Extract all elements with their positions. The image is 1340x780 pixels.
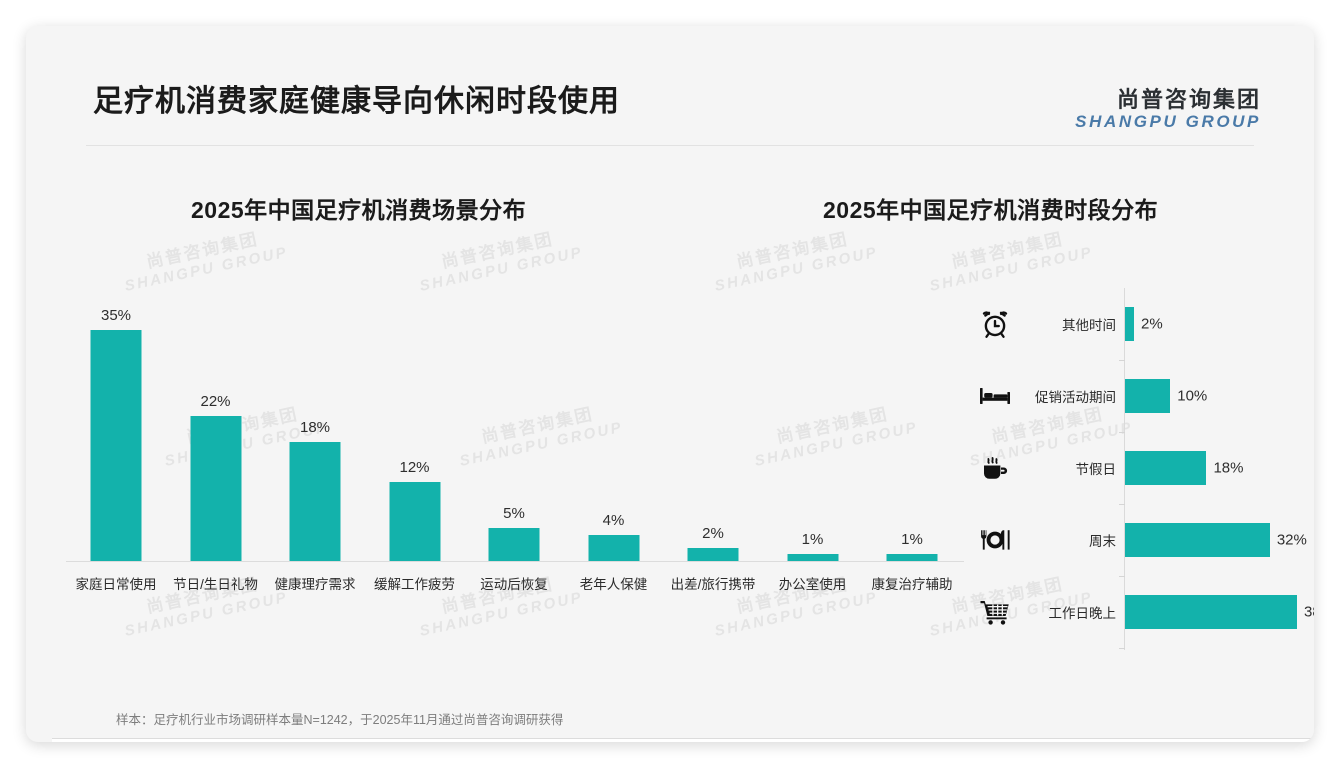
bar-column: 18% 健康理疗需求 — [265, 276, 365, 592]
bar-category-label: 缓解工作疲劳 — [374, 577, 455, 592]
bar-category-label: 老年人保健 — [579, 577, 648, 592]
bar — [1125, 523, 1270, 557]
bar — [886, 554, 938, 561]
right-chart-title: 2025年中国足疗机消费时段分布 — [823, 197, 1159, 223]
alarm-clock-icon — [978, 307, 1012, 341]
bar-value-label: 1% — [901, 531, 923, 549]
bar-category-label: 办公室使用 — [778, 577, 847, 592]
dinner-plate-icon — [978, 523, 1012, 557]
bar-column: 5% 运动后恢复 — [464, 276, 564, 592]
page-title: 足疗机消费家庭健康导向休闲时段使用 — [93, 85, 620, 118]
bar-column: 4% 老年人保健 — [564, 276, 664, 592]
bar — [90, 329, 142, 561]
time-period-row: 工作日晚上 38% — [964, 576, 1314, 648]
bar — [389, 481, 440, 561]
bar-category-label: 节假日 — [1075, 462, 1117, 477]
bar-column: 1% 康复治疗辅助 — [862, 276, 962, 592]
axis-tick — [1119, 576, 1125, 577]
time-period-row: 其他时间 2% — [964, 288, 1304, 360]
bar — [1125, 595, 1297, 629]
infographic-card: 尚普咨询集团 SHANGPU GROUP 尚普咨询集团 SHANGPU GROUP 尚普… — [26, 26, 1314, 742]
bar-value-label: 32% — [1276, 531, 1307, 549]
footer: ©2026.1 SHANGPU GROUP www.shangpu-china.… — [52, 739, 1314, 742]
bar-category-label: 运动后恢复 — [480, 577, 548, 592]
bar-value-label: 12% — [399, 458, 430, 476]
bar-value-label: 22% — [200, 392, 231, 410]
time-period-distribution-bar-chart: 其他时间 2% 促销活动期间 10% 节假日 18% 周末 32% 工作日晚上 38% — [964, 288, 1314, 650]
axis-tick — [1119, 648, 1125, 649]
brand-name-en: SHANGPU GROUP — [1075, 111, 1261, 131]
bar-value-label: 2% — [702, 524, 724, 542]
bar — [289, 442, 341, 561]
watermark-cn: 尚普咨询集团 — [439, 229, 556, 272]
bar-column: 2% 出差/旅行携带 — [663, 276, 763, 592]
time-period-row: 促销活动期间 10% — [964, 360, 1304, 432]
bar-value-label: 1% — [801, 531, 824, 549]
bar-value-label: 10% — [1177, 387, 1208, 405]
brand-name-cn: 尚普咨询集团 — [1116, 87, 1261, 112]
footer-divider — [52, 738, 1314, 739]
shopping-cart-icon — [978, 595, 1012, 629]
bar-column: 1% 办公室使用 — [763, 276, 863, 592]
left-chart-title: 2025年中国足疗机消费场景分布 — [191, 197, 527, 223]
hot-beverage-icon — [978, 451, 1012, 485]
bar-value-label: 38% — [1304, 603, 1314, 621]
bar-category-label: 工作日晚上 — [1048, 606, 1117, 621]
brand-logo: 尚普咨询集团 SHANGPU GROUP — [1075, 88, 1261, 131]
bar-category-label: 其他时间 — [1062, 318, 1116, 333]
bar — [1125, 379, 1171, 413]
bar — [190, 415, 241, 561]
bar — [588, 534, 639, 561]
bar-value-label: 2% — [1141, 315, 1163, 333]
watermark-cn: 尚普咨询集团 — [144, 229, 261, 272]
bar-category-label: 健康理疗需求 — [274, 577, 356, 592]
bar-column: 22% 节日/生日礼物 — [166, 276, 266, 592]
bar-column: 12% 缓解工作疲劳 — [365, 276, 465, 592]
bar — [687, 547, 739, 561]
axis-tick — [1119, 360, 1125, 361]
bar — [488, 527, 540, 561]
bar-category-label: 家庭日常使用 — [75, 577, 157, 592]
bar — [1125, 451, 1207, 485]
bar-value-label: 18% — [1213, 459, 1244, 477]
bar-category-label: 出差/旅行携带 — [670, 577, 756, 592]
time-period-row: 节假日 18% — [964, 432, 1304, 504]
bar — [787, 554, 838, 561]
watermark-cn: 尚普咨询集团 — [734, 229, 851, 272]
bar-column: 35% 家庭日常使用 — [66, 276, 166, 592]
axis-tick — [1119, 432, 1125, 433]
axis-tick — [1119, 504, 1125, 505]
time-period-row: 周末 32% — [964, 504, 1307, 576]
header: 足疗机消费家庭健康导向休闲时段使用 尚普咨询集团 SHANGPU GROUP — [26, 26, 1314, 131]
bar-category-label: 节日/生日礼物 — [173, 577, 258, 592]
bar-category-label: 康复治疗辅助 — [871, 577, 953, 592]
horizontal-chart-axis-line — [1124, 288, 1125, 650]
bar-value-label: 5% — [503, 504, 525, 522]
watermark-cn: 尚普咨询集团 — [949, 229, 1066, 272]
bar-value-label: 4% — [602, 511, 625, 529]
vertical-bars-plot-area: 35% 家庭日常使用 22% 节日/生日礼物 18% 健康理疗需求 12% 缓解工作疲劳 5% 运… — [44, 276, 964, 592]
bar-value-label: 18% — [299, 419, 331, 437]
bed-icon — [978, 379, 1012, 413]
bar-value-label: 35% — [100, 306, 132, 324]
bar-category-label: 周末 — [1089, 534, 1116, 549]
bar — [1125, 307, 1135, 341]
scenario-distribution-bar-chart: 35% 家庭日常使用 22% 节日/生日礼物 18% 健康理疗需求 12% 缓解工作疲劳 5% 运… — [44, 276, 964, 626]
sample-footnote: 样本：足疗机行业市场调研样本量N=1242，于2025年11月通过尚普咨询调研获… — [116, 713, 564, 727]
header-divider — [86, 145, 1254, 146]
bar-category-label: 促销活动期间 — [1035, 390, 1116, 405]
vertical-chart-baseline — [66, 561, 964, 562]
